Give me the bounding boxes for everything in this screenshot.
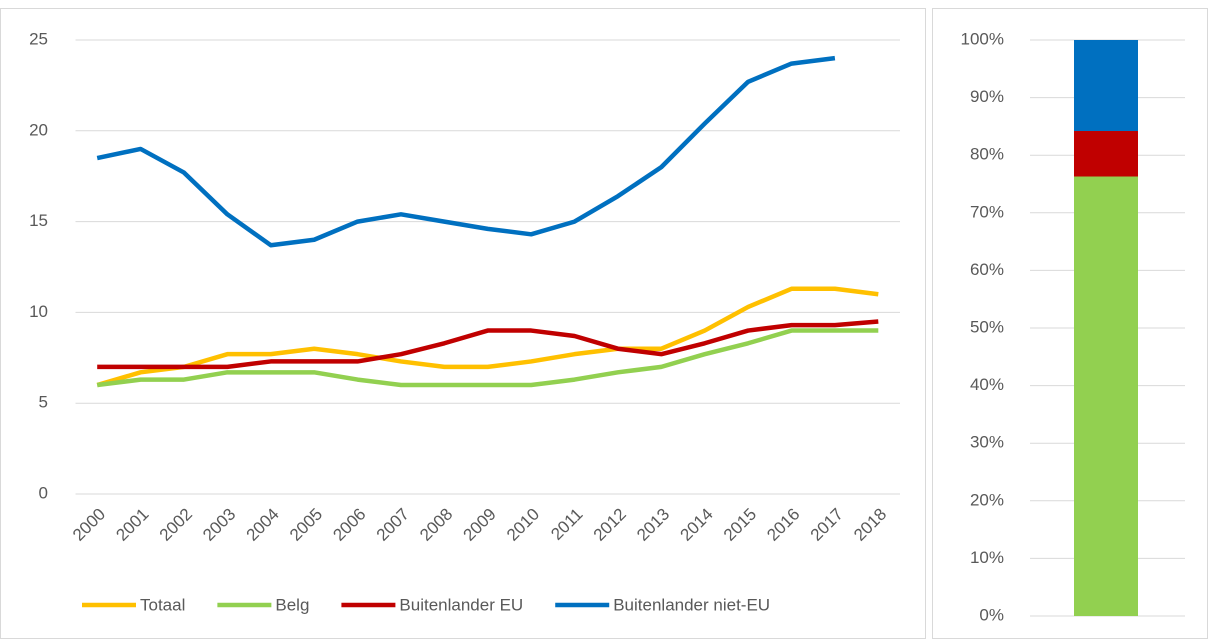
line-series (96, 328, 879, 388)
y-tick-label: 5 (39, 393, 48, 412)
x-tick-label: 2014 (677, 505, 717, 545)
y-tick-label: 90% (970, 87, 1004, 106)
x-tick-label: 2009 (460, 505, 500, 545)
x-tick-label: 2007 (373, 505, 413, 545)
legend-label: Totaal (140, 595, 185, 614)
x-tick-label: 2012 (590, 505, 630, 545)
y-tick-label: 70% (970, 202, 1004, 221)
x-tick-label: 2005 (286, 505, 326, 545)
y-tick-label: 50% (970, 317, 1004, 336)
x-tick-label: 2003 (199, 505, 239, 545)
x-tick-label: 2006 (329, 505, 369, 545)
x-tick-label: 2015 (720, 505, 760, 545)
legend-label: Buitenlander EU (399, 595, 523, 614)
y-tick-label: 20% (970, 490, 1004, 509)
y-tick-label: 60% (970, 260, 1004, 279)
x-tick-label: 2018 (850, 505, 890, 545)
y-tick-label: 40% (970, 375, 1004, 394)
y-tick-label: 15 (29, 211, 48, 230)
legend-label: Belg (275, 595, 309, 614)
line-series (96, 55, 836, 248)
y-tick-label: 10% (970, 548, 1004, 567)
y-tick-label: 10 (29, 302, 48, 321)
x-tick-label: 2010 (503, 505, 543, 545)
x-tick-label: 2011 (547, 505, 586, 544)
y-tick-label: 80% (970, 145, 1004, 164)
y-tick-label: 30% (970, 433, 1004, 452)
y-tick-label: 25 (29, 29, 48, 48)
x-tick-label: 2013 (633, 505, 673, 545)
y-tick-label: 0% (979, 605, 1004, 624)
line-series (97, 319, 879, 370)
x-tick-label: 2008 (416, 505, 456, 545)
x-tick-label: 2017 (807, 505, 847, 545)
line-series (96, 286, 879, 388)
bar-segment (1074, 176, 1138, 616)
legend-label: Buitenlander niet-EU (613, 595, 770, 614)
bar-segment (1074, 40, 1138, 132)
y-tick-label: 20 (29, 120, 48, 139)
bar-segment (1074, 131, 1138, 177)
y-tick-label: 0 (39, 483, 48, 502)
y-tick-label: 100% (961, 29, 1004, 48)
x-tick-label: 2002 (156, 505, 196, 545)
x-tick-label: 2004 (243, 505, 283, 545)
x-tick-label: 2001 (112, 505, 152, 545)
x-tick-label: 2016 (763, 505, 803, 545)
x-tick-label: 2000 (69, 505, 109, 545)
